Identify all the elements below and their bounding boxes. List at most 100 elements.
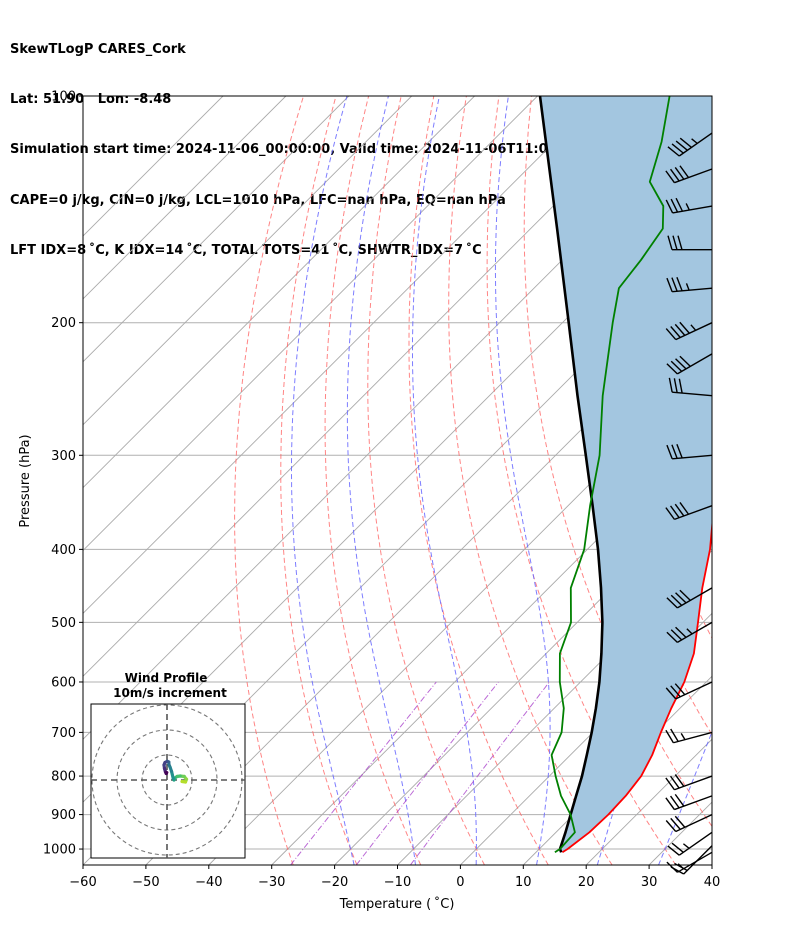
x-tick-label: 20 [578,875,595,890]
barb-flag [670,866,685,875]
x-tick-label: −40 [195,875,222,890]
index-line: LFT IDX=8 ˚C, K IDX=14 ˚C, TOTAL TOTS=41… [10,243,482,259]
wind-barb [666,276,713,293]
barb-flag [674,683,686,696]
isotherm [83,96,538,552]
y-tick-label: 300 [51,449,76,464]
barb-flag [670,685,681,698]
barb-flag [675,140,688,151]
barb-staff [674,168,713,184]
barb-staff [678,831,713,856]
barb-flag [669,505,680,519]
wind-barbs [665,132,713,875]
barb-flag [670,728,679,742]
barb-staff [674,505,713,521]
barb-flag [665,687,677,700]
barb-staff [675,813,713,833]
barb-staff [674,775,713,791]
wind-barb [665,681,713,700]
barb-staff [677,353,713,375]
x-tick-label: −50 [132,875,159,890]
barb-half-flag [690,324,697,331]
barb-flag [675,358,687,370]
barb-staff [677,587,713,609]
barb-flag [674,793,685,807]
y-tick-label: 200 [51,316,76,331]
hodograph-title: Wind Profile [125,671,208,685]
x-tick-label: 40 [704,875,721,890]
barb-flag [676,276,683,292]
dry-adiabat [408,96,549,865]
barb-flag [665,328,677,341]
barb-flag [674,503,685,517]
barb-flag [667,845,680,856]
mixing-ratio-line [290,681,437,865]
barb-flag [667,146,680,157]
barb-flag [665,729,674,744]
parcel-profile [538,96,604,853]
cape-line: CAPE=0 j/kg, CIN=0 j/kg, LCL=1010 hPa, L… [10,192,506,208]
barb-flag [673,378,678,393]
mixing-ratio-line [355,681,499,865]
barb-flag [671,143,684,154]
dry-adiabat [448,96,613,865]
barb-staff [674,795,713,811]
barb-flag [674,774,685,787]
barb-staff [678,132,713,157]
barb-flag [666,277,673,292]
barb-flag [669,795,680,809]
wind-barb [665,793,713,811]
x-tick-label: −30 [258,875,285,890]
barb-staff [672,391,713,397]
barb-flag [679,137,692,148]
barb-flag [674,167,685,180]
y-tick-label: 700 [51,726,76,741]
hodograph-clip [91,704,245,858]
barb-flag [675,592,687,604]
dry-adiabat [234,96,304,865]
dry-adiabat [727,96,794,865]
x-axis-label: Temperature ( ˚C) [339,896,455,912]
x-tick-label: 10 [515,875,532,890]
wind-barb [667,831,713,856]
hodograph-segment [164,770,169,776]
barb-flag [670,198,679,213]
cape-cin-shading [540,96,712,853]
barb-flag [670,326,681,338]
y-axis-label: Pressure (hPa) [18,434,33,527]
barb-half-flag [691,138,698,144]
barb-staff [675,322,713,341]
wind-barb [665,502,713,521]
isotherm [145,298,712,865]
barb-flag [667,235,673,250]
moist-adiabat [720,96,794,865]
barb-flag [674,815,686,828]
mixing-ratio-line [409,681,550,865]
moist-adiabat [291,96,355,865]
dry-adiabat [280,96,358,865]
barb-flag [676,444,683,459]
barb-staff [672,454,713,460]
isotherm [83,96,664,677]
barb-flag [670,817,681,830]
wind-barb [665,321,713,341]
dry-adiabat [760,96,794,865]
barb-staff [673,731,713,744]
isotherm [83,96,350,363]
isotherm [83,96,601,615]
barb-flag [674,323,686,336]
dry-adiabat [523,96,712,828]
isotherm [711,864,712,865]
barb-half-flag [686,628,693,635]
y-tick-label: 800 [51,770,76,785]
barb-flag [671,277,678,292]
wind-barb [670,845,713,875]
wind-barb [667,132,713,157]
barb-flag [668,377,673,393]
y-tick-label: 1000 [43,843,76,858]
isotherm [397,549,712,865]
barb-flag [665,507,675,520]
barb-flag [679,321,690,334]
barb-flag [679,355,691,367]
